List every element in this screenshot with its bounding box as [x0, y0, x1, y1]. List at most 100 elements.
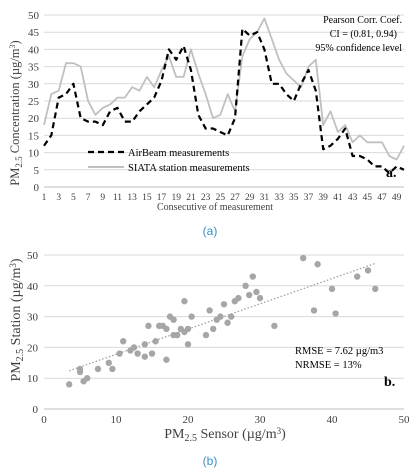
x-tick-label-31: 31 [260, 193, 270, 203]
scatter-point-49 [310, 307, 318, 314]
x-tick-label-23: 23 [201, 193, 211, 203]
y-tick-label-45: 45 [28, 27, 40, 39]
scatter-point-33 [206, 307, 213, 314]
scatter-point-44 [249, 273, 256, 280]
y-tick-label-5: 5 [34, 165, 40, 177]
scatter-point-39 [228, 313, 235, 320]
scatter-point-53 [354, 273, 361, 280]
scatter-point-38 [224, 319, 231, 326]
series-line-siata [43, 17, 405, 161]
scatter-point-42 [242, 282, 249, 289]
x-tick-label-3: 3 [56, 193, 61, 203]
scatter-point-36 [217, 313, 224, 320]
x-tick-label-47: 47 [377, 193, 387, 203]
x-tick-label-35: 35 [289, 193, 299, 203]
scatter-point-0 [66, 381, 73, 388]
x-tick-label-19: 19 [171, 193, 181, 203]
x-tick-label-37: 37 [304, 193, 314, 203]
x-tick-label-11: 11 [113, 193, 122, 203]
y-tick-label-10: 10 [28, 148, 40, 160]
y-tick-label-30: 30 [28, 79, 40, 91]
scatter-point-54 [364, 267, 372, 274]
x-tick-label-43: 43 [348, 193, 358, 203]
y-tick-label-0: 0 [33, 404, 39, 416]
y-tick-label-20: 20 [28, 113, 40, 125]
scatter-point-17 [152, 338, 159, 345]
scatter-point-51 [328, 285, 336, 293]
scatter-point-37 [220, 301, 228, 308]
scatter-point-7 [109, 365, 116, 373]
scatter-point-14 [141, 341, 148, 348]
scatter-point-31 [188, 313, 195, 320]
scatter-point-24 [170, 316, 177, 323]
x-tick-label-39: 39 [318, 193, 328, 203]
panel-b-x-axis-label: PM2.5 Sensor (µg/m3) [164, 426, 286, 444]
x-tick-label-21: 21 [186, 193, 196, 203]
x-tick-label-7: 7 [86, 193, 91, 203]
y-tick-label-30: 30 [27, 312, 39, 324]
scatter-point-30 [184, 325, 192, 333]
annotation-line-2: CI = (0.81, 0.94) [330, 29, 397, 40]
scatter-point-52 [332, 310, 339, 317]
y-tick-label-35: 35 [28, 62, 40, 74]
scatter-point-48 [300, 254, 307, 262]
legend-siata-label: SIATA station measurements [128, 163, 250, 174]
scatter-point-55 [372, 285, 379, 293]
x-tick-label-10: 10 [111, 414, 123, 426]
annotation-line-1: Pearson Corr. Coef. [323, 15, 402, 26]
scatter-point-8 [116, 350, 123, 357]
panel-a-caption: (a) [203, 224, 218, 238]
panel-a-series [43, 17, 405, 175]
x-tick-label-1: 1 [42, 193, 47, 203]
scatter-point-21 [163, 356, 170, 363]
scatter-point-43 [246, 291, 253, 299]
panel-a-y-axis-label: PM2.5 Concentration (µg/m3) [8, 40, 24, 185]
scatter-point-11 [130, 344, 138, 351]
scatter-point-20 [163, 325, 170, 333]
x-tick-label-20: 20 [183, 414, 195, 426]
scatter-point-45 [253, 288, 260, 296]
scatter-point-16 [148, 350, 156, 357]
scatter-point-4 [84, 375, 91, 382]
y-tick-label-50: 50 [28, 10, 40, 22]
scatter-point-29 [184, 341, 192, 348]
annotation-line-3: 95% confidence level [315, 43, 402, 54]
panel-a-legend: AirBeam measurements SIATA station measu… [88, 148, 250, 174]
x-tick-label-5: 5 [71, 193, 76, 203]
panel-b-x-ticks: 0 10 20 30 40 50 [41, 414, 410, 426]
panel-b-y-axis-label: PM2.5 Station (µg/m3) [8, 258, 26, 381]
nrmse-text: NRMSE = 13% [295, 360, 362, 371]
scatter-point-34 [210, 325, 217, 333]
scatter-point-5 [94, 365, 102, 373]
scatter-point-25 [174, 331, 181, 339]
x-tick-label-25: 25 [216, 193, 226, 203]
series-line-airbeam [43, 27, 405, 175]
x-tick-label-50: 50 [399, 414, 411, 426]
y-tick-label-40: 40 [27, 281, 39, 293]
y-tick-label-40: 40 [28, 44, 40, 56]
scatter-point-6 [105, 359, 113, 366]
x-tick-label-0: 0 [41, 414, 47, 426]
scatter-point-15 [145, 322, 152, 330]
panel-b-annotation: RMSE = 7.62 µg/m3 NRMSE = 13% [295, 346, 383, 371]
panel-a-x-axis-label: Consecutive of measurement [157, 202, 273, 213]
panel-a-annotation: Pearson Corr. Coef. CI = (0.81, 0.94) 95… [315, 15, 402, 54]
x-tick-label-40: 40 [327, 414, 339, 426]
scatter-point-46 [256, 294, 264, 302]
scatter-point-2 [76, 365, 84, 373]
scatter-point-12 [134, 350, 141, 357]
y-tick-label-10: 10 [27, 373, 39, 385]
scatter-point-32 [202, 331, 210, 339]
x-tick-label-49: 49 [392, 193, 402, 203]
scatter-point-41 [235, 294, 242, 302]
panel-b-points [66, 254, 379, 388]
panel-a-x-ticks: 1 3 5 7 9 11 13 15 17 19 21 23 25 27 29 31 33 35 37 39 41 43 4… [42, 193, 402, 203]
y-tick-label-50: 50 [27, 250, 39, 262]
y-tick-label-25: 25 [28, 96, 40, 108]
rmse-text: RMSE = 7.62 µg/m3 [295, 346, 383, 357]
x-tick-label-15: 15 [142, 193, 152, 203]
y-tick-label-0: 0 [34, 182, 40, 194]
panel-a-y-ticks: 0 5 10 15 20 25 30 35 40 45 50 [28, 10, 40, 194]
panel-a-letter: a. [386, 166, 397, 181]
